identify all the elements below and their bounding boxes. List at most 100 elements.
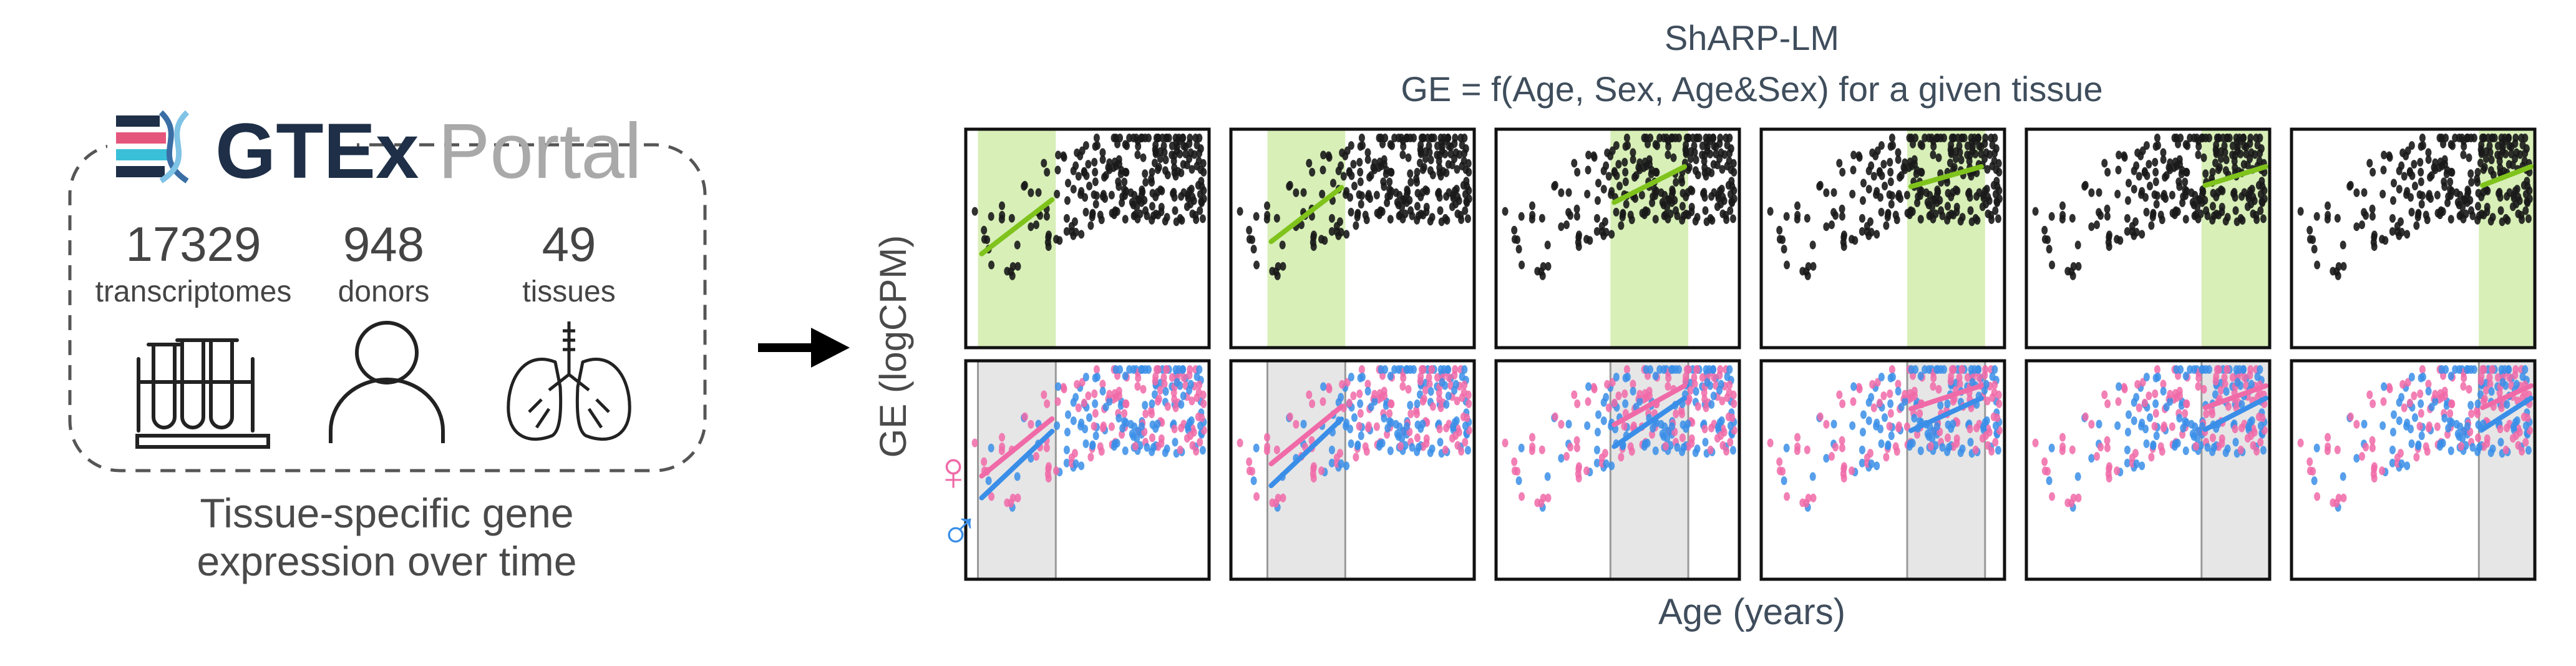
data-point (2381, 382, 2388, 391)
data-point (2257, 421, 2264, 431)
data-point (1729, 214, 1736, 223)
data-point (1246, 235, 1253, 244)
data-point (1902, 389, 1908, 399)
data-point (1169, 373, 1175, 382)
data-point (2257, 365, 2263, 374)
stat-donors-label: donors (338, 275, 430, 308)
data-point (2380, 397, 2387, 406)
data-point (2192, 210, 2199, 219)
data-point (1620, 210, 1626, 219)
data-point (2195, 150, 2202, 160)
data-point (2169, 422, 2175, 431)
data-point (1888, 431, 1895, 441)
data-point (2441, 386, 2448, 396)
data-point (2453, 188, 2460, 197)
data-point (1976, 373, 1983, 382)
data-point (1189, 441, 1196, 450)
data-point (1892, 210, 1899, 220)
data-point (1552, 180, 1558, 190)
male-trend-line (2480, 396, 2534, 432)
data-point (1329, 179, 1336, 188)
data-point (1828, 220, 1835, 230)
data-point (1932, 441, 1939, 450)
data-point (1729, 413, 1736, 423)
data-point (1407, 178, 1414, 187)
data-point (2467, 401, 2474, 410)
data-point (1898, 171, 1905, 180)
data-point (2488, 155, 2495, 165)
data-point (2522, 134, 2529, 142)
data-point (1344, 146, 1351, 155)
data-point (2151, 421, 2158, 431)
data-point (1776, 466, 1783, 476)
data-point (1694, 365, 1701, 374)
data-point (1414, 399, 1421, 408)
data-point (2154, 134, 2160, 142)
data-point (2311, 476, 2318, 486)
data-point (1364, 148, 1371, 157)
data-point (1443, 168, 1450, 177)
data-point (1917, 409, 1923, 418)
data-point (1594, 196, 1601, 205)
data-point (1994, 182, 2001, 191)
data-point (1394, 429, 1401, 439)
data-point (2134, 148, 2141, 157)
data-point (1320, 165, 1326, 175)
data-point (2116, 150, 2122, 160)
data-point (1199, 446, 1206, 455)
data-point (2157, 442, 2164, 451)
data-point (2434, 422, 2441, 431)
data-point (2401, 403, 2408, 413)
data-point (1726, 380, 1733, 389)
data-point (1439, 146, 1446, 155)
data-point (1983, 148, 1990, 157)
data-point (1659, 198, 1666, 207)
data-point (1436, 394, 1443, 404)
data-point (1414, 433, 1421, 443)
data-point (1776, 235, 1783, 244)
data-point (1876, 167, 1883, 176)
data-point (1137, 441, 1144, 450)
data-point (2096, 188, 2102, 197)
data-point (2160, 386, 2167, 396)
data-point (1414, 202, 1421, 211)
data-point (1972, 213, 1979, 223)
data-point (1985, 441, 1991, 450)
data-point (2171, 210, 2178, 220)
data-point (1701, 424, 1708, 434)
data-point (1731, 167, 1738, 177)
data-point (1465, 399, 1472, 408)
data-point (1652, 140, 1659, 149)
data-point (1054, 397, 1061, 406)
data-point (2379, 189, 2386, 198)
data-point (1320, 150, 1327, 160)
data-point (2232, 206, 2239, 215)
data-point (1667, 209, 1674, 218)
data-point (1691, 373, 1698, 382)
data-point (1134, 382, 1141, 391)
data-point (2183, 399, 2190, 408)
data-point (1429, 444, 1436, 454)
data-point (2502, 445, 2509, 454)
data-point (1830, 419, 1837, 429)
data-point (1694, 170, 1701, 180)
data-point (1246, 457, 1253, 466)
data-point (1160, 373, 1167, 382)
data-point (1180, 134, 1187, 142)
data-point (1984, 396, 1991, 406)
data-point (2314, 260, 2321, 270)
data-point (1418, 134, 1425, 142)
data-point (1381, 182, 1388, 191)
data-point (1394, 198, 1401, 207)
data-point (2152, 399, 2159, 408)
data-point (2075, 493, 2082, 502)
data-point (1600, 166, 1607, 175)
data-point (2169, 190, 2175, 200)
data-point (1399, 382, 1406, 391)
trend-line (2202, 164, 2268, 188)
data-point (1593, 458, 1600, 468)
data-point (1106, 158, 1113, 167)
data-point (1988, 215, 1995, 224)
data-point (1915, 192, 1922, 202)
data-point (1193, 372, 1200, 381)
